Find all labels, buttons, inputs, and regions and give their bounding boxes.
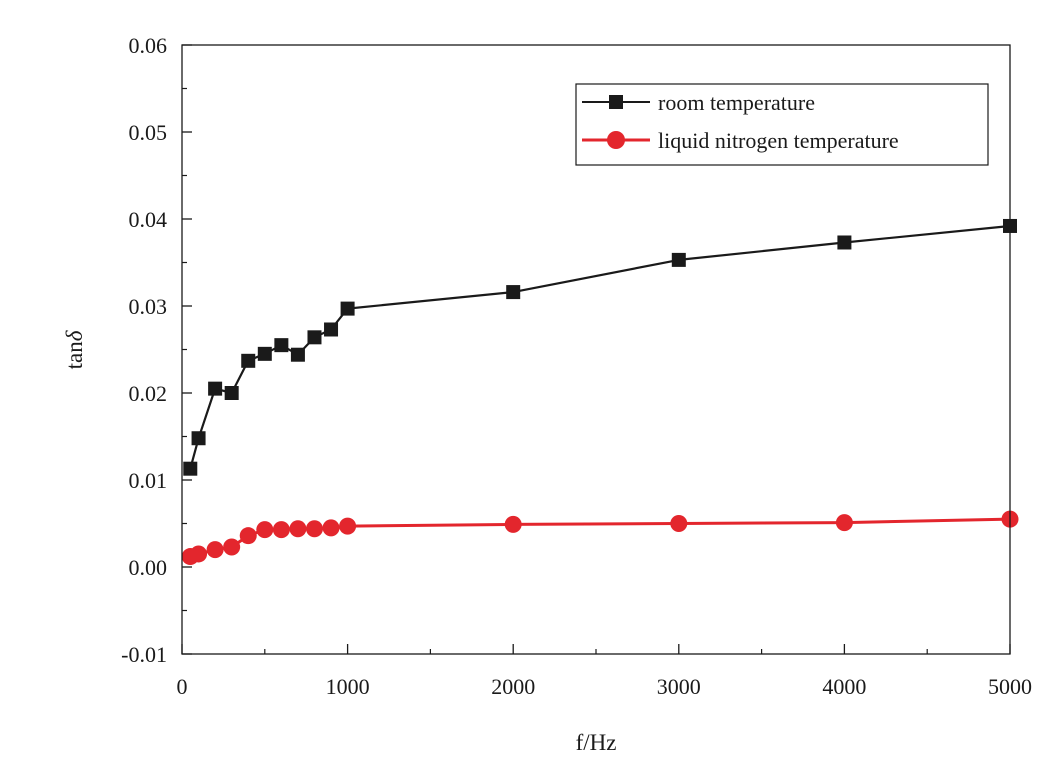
x-tick-label-0: 0 — [177, 674, 188, 699]
y-tick-label-6: 0.05 — [129, 120, 168, 145]
point-liquid-nitrogen-temperature-8 — [305, 520, 323, 538]
x-tick-label-1: 1000 — [326, 674, 370, 699]
x-tick-label-2: 2000 — [491, 674, 535, 699]
point-liquid-nitrogen-temperature-1 — [190, 545, 208, 563]
legend: room temperature liquid nitrogen tempera… — [575, 83, 989, 166]
y-tick-label-2: 0.01 — [129, 468, 168, 493]
point-room-temperature-3 — [224, 386, 239, 400]
point-liquid-nitrogen-temperature-2 — [206, 541, 224, 559]
x-tick-label-3: 3000 — [657, 674, 701, 699]
plot-frame — [181, 44, 1011, 655]
point-room-temperature-10 — [340, 301, 355, 316]
point-liquid-nitrogen-temperature-9 — [322, 519, 340, 537]
point-room-temperature-0 — [183, 461, 198, 476]
x-tick-label-5: 5000 — [988, 674, 1032, 699]
point-room-temperature-11 — [506, 285, 521, 300]
tick-labels: 0 1000 2000 3000 4000 5000 -0.01 0.00 0.01 0.02 0.… — [121, 33, 1032, 699]
y-tick-label-5: 0.04 — [129, 207, 168, 232]
point-room-temperature-2 — [208, 381, 223, 396]
y-axis-label-symbol: δ — [62, 330, 87, 341]
point-liquid-nitrogen-temperature-13 — [835, 514, 853, 532]
point-room-temperature-9 — [324, 322, 339, 337]
point-liquid-nitrogen-temperature-12 — [670, 515, 688, 532]
series-line-room-temperature — [189, 224, 1011, 469]
y-tick-label-4: 0.03 — [129, 294, 168, 319]
point-room-temperature-5 — [257, 346, 272, 361]
point-liquid-nitrogen-temperature-10 — [339, 517, 357, 535]
point-liquid-nitrogen-temperature-7 — [289, 520, 307, 538]
legend-entry-room-temperature: room temperature — [582, 90, 815, 115]
x-tick-label-4: 4000 — [822, 674, 866, 699]
legend-box — [575, 83, 989, 166]
point-liquid-nitrogen-temperature-5 — [256, 521, 274, 539]
point-room-temperature-7 — [290, 347, 305, 362]
series-layer — [181, 218, 1019, 566]
y-tick-label-0: -0.01 — [121, 642, 167, 667]
y-axis-label-prefix: tan — [62, 341, 87, 370]
point-liquid-nitrogen-temperature-6 — [272, 521, 290, 539]
legend-label-liquid-nitrogen-temperature: liquid nitrogen temperature — [658, 128, 899, 153]
x-axis-label: f/Hz — [576, 730, 617, 755]
point-room-temperature-1 — [191, 431, 206, 446]
point-room-temperature-4 — [241, 353, 256, 368]
y-tick-label-3: 0.02 — [129, 381, 168, 406]
y-tick-label-1: 0.00 — [129, 555, 168, 580]
y-axis-label: tanδ — [62, 330, 87, 369]
point-liquid-nitrogen-temperature-3 — [223, 538, 241, 556]
legend-marker-liquid-nitrogen-temperature — [607, 131, 625, 149]
point-room-temperature-8 — [307, 330, 322, 345]
point-room-temperature-6 — [274, 338, 289, 353]
point-room-temperature-12 — [671, 252, 686, 267]
point-room-temperature-13 — [837, 235, 852, 250]
y-tick-label-7: 0.06 — [129, 33, 168, 58]
point-liquid-nitrogen-temperature-11 — [504, 515, 522, 533]
legend-label-room-temperature: room temperature — [658, 90, 815, 115]
legend-marker-room-temperature — [609, 95, 623, 109]
legend-entry-liquid-nitrogen-temperature: liquid nitrogen temperature — [582, 128, 899, 153]
point-liquid-nitrogen-temperature-4 — [239, 527, 257, 545]
